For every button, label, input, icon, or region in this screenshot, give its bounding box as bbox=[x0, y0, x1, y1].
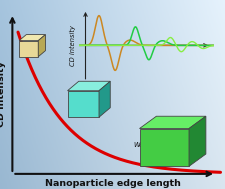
Text: Nanoparticle edge length: Nanoparticle edge length bbox=[45, 179, 180, 188]
Polygon shape bbox=[38, 35, 45, 57]
Polygon shape bbox=[68, 81, 110, 91]
Text: CD Intensity: CD Intensity bbox=[0, 62, 6, 127]
Polygon shape bbox=[68, 91, 99, 117]
Polygon shape bbox=[19, 41, 38, 57]
Polygon shape bbox=[99, 81, 110, 117]
Polygon shape bbox=[140, 129, 189, 166]
Polygon shape bbox=[189, 116, 206, 166]
Polygon shape bbox=[19, 35, 45, 41]
Polygon shape bbox=[140, 116, 206, 129]
